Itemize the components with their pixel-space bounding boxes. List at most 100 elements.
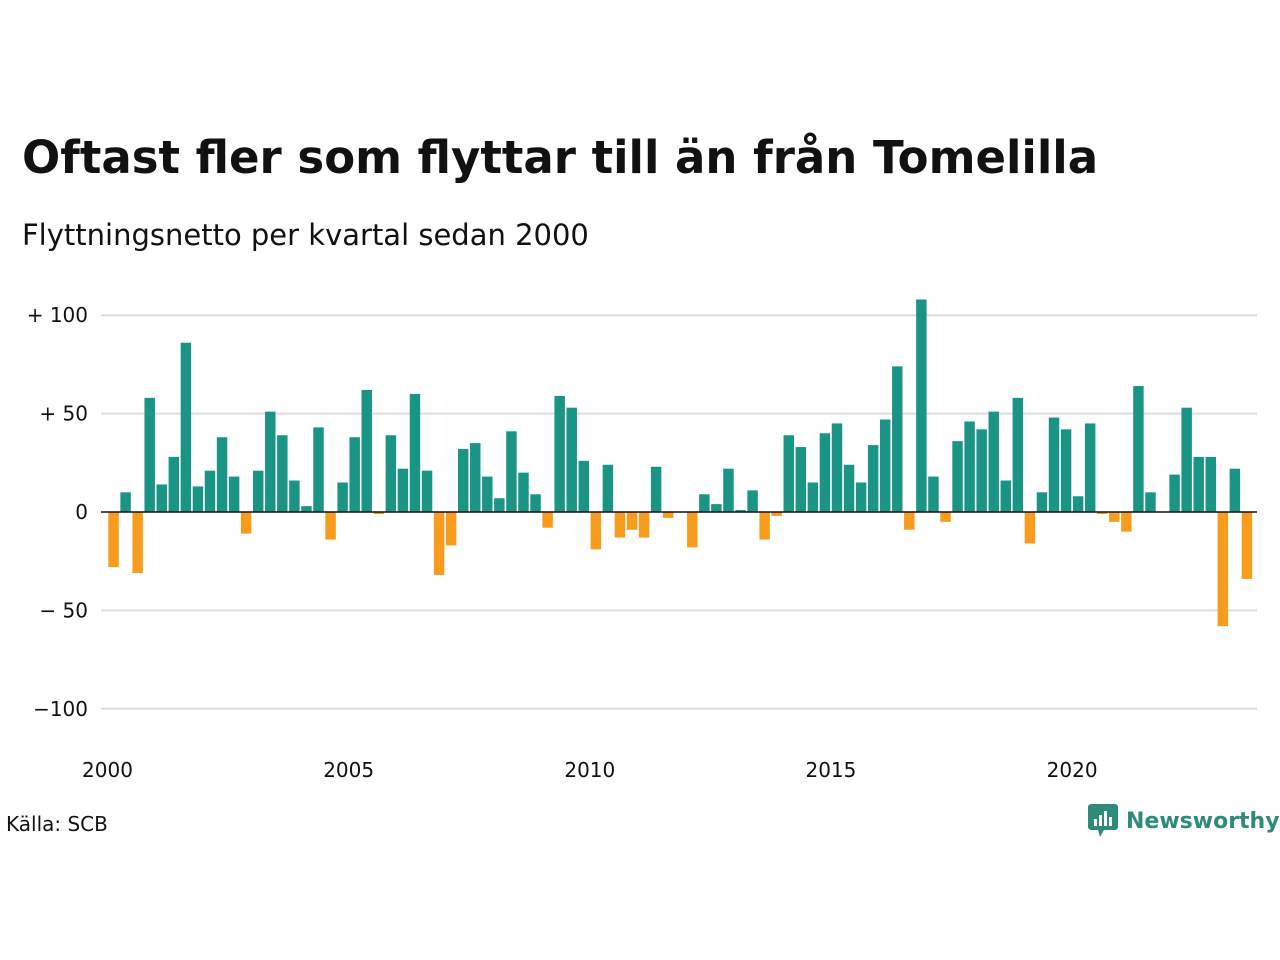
bar-2022-q4 — [1205, 456, 1216, 512]
y-tick-label: + 100 — [27, 303, 88, 327]
bar-2010-q1 — [590, 512, 602, 550]
bar-2003-q1 — [252, 470, 264, 512]
bar-2023-q1 — [1217, 512, 1229, 627]
bar-2012-q4 — [723, 468, 734, 512]
bar-2016-q1 — [879, 419, 891, 512]
bar-2020-q1 — [1072, 496, 1084, 512]
bar-2015-q4 — [867, 445, 879, 512]
bar-2007-q3 — [470, 443, 481, 512]
bar-2006-q2 — [409, 393, 421, 512]
bar-2009-q2 — [554, 395, 565, 512]
bar-2000-q1 — [108, 512, 119, 568]
bar-2012-q1 — [687, 512, 698, 548]
bar-2006-q4 — [433, 512, 445, 575]
bar-2016-q4 — [916, 299, 927, 512]
bar-2010-q3 — [614, 512, 626, 538]
bar-2013-q3 — [759, 512, 770, 540]
bar-2003-q2 — [265, 411, 276, 512]
bar-2021-q3 — [1145, 492, 1156, 512]
bar-2018-q3 — [1000, 480, 1012, 512]
bar-2020-q2 — [1084, 423, 1096, 512]
bar-2003-q3 — [277, 435, 288, 512]
bar-2021-q2 — [1133, 386, 1144, 512]
bar-2004-q2 — [313, 427, 324, 512]
bar-2007-q2 — [457, 449, 469, 512]
bar-2002-q3 — [228, 476, 240, 512]
bar-2016-q2 — [892, 366, 903, 512]
x-tick-label: 2010 — [564, 758, 615, 782]
chart-subtitle: Flyttningsnetto per kvartal sedan 2000 — [22, 218, 589, 252]
bar-2022-q1 — [1169, 474, 1180, 512]
bar-2020-q3 — [1097, 512, 1108, 514]
bar-2001-q4 — [192, 486, 204, 512]
bar-2006-q3 — [421, 470, 433, 512]
bar-2010-q4 — [626, 512, 638, 530]
bar-2004-q3 — [325, 512, 336, 540]
bar-2004-q1 — [301, 506, 312, 512]
bar-2005-q2 — [361, 389, 372, 512]
bar-2013-q4 — [771, 512, 782, 516]
bar-2019-q4 — [1060, 429, 1072, 512]
bar-2008-q2 — [506, 431, 517, 512]
bar-2001-q3 — [180, 342, 192, 512]
bar-2019-q1 — [1024, 512, 1036, 544]
bar-2005-q3 — [373, 512, 385, 514]
bar-2004-q4 — [337, 482, 348, 512]
bar-2011-q3 — [662, 512, 674, 518]
source-note: Källa: SCB — [6, 812, 108, 836]
x-tick-label: 2000 — [82, 758, 133, 782]
bar-2017-q4 — [964, 421, 975, 512]
bar-2011-q2 — [650, 466, 662, 512]
bar-2015-q1 — [831, 423, 843, 512]
bar-2006-q1 — [397, 468, 409, 512]
bar-2008-q3 — [518, 472, 529, 512]
bar-2020-q4 — [1109, 512, 1120, 522]
bar-2019-q3 — [1048, 417, 1060, 512]
bar-2002-q4 — [240, 512, 252, 534]
bar-2023-q3 — [1241, 512, 1253, 579]
bar-2019-q2 — [1036, 492, 1048, 512]
y-axis-ticks: + 100 + 50 0 − 50 −100 — [27, 303, 88, 721]
bar-2017-q1 — [928, 476, 939, 512]
bar-2018-q1 — [976, 429, 987, 512]
bar-2022-q2 — [1181, 407, 1192, 512]
bar-2017-q2 — [940, 512, 951, 522]
y-tick-label: + 50 — [39, 402, 88, 426]
bar-2010-q2 — [602, 464, 614, 512]
x-axis-ticks: 2000 2005 2010 2015 2020 — [82, 758, 1098, 782]
bar-2018-q2 — [988, 411, 999, 512]
bar-2022-q3 — [1193, 456, 1204, 512]
bar-2014-q4 — [819, 433, 831, 512]
bar-2014-q1 — [783, 435, 794, 512]
bar-2013-q2 — [747, 490, 758, 512]
bar-2001-q1 — [156, 484, 167, 512]
bar-2007-q4 — [482, 476, 493, 512]
bar-2000-q4 — [144, 397, 155, 512]
bar-2012-q2 — [699, 494, 710, 512]
brand-logo[interactable]: Newsworthy — [1088, 804, 1280, 838]
y-tick-label: −100 — [33, 697, 88, 721]
bar-2000-q3 — [132, 512, 143, 574]
chart-title: Oftast fler som flyttar till än från Tom… — [22, 131, 1099, 184]
bar-2021-q1 — [1121, 512, 1132, 532]
x-tick-label: 2005 — [323, 758, 374, 782]
bar-2005-q4 — [385, 435, 397, 512]
bar-2017-q3 — [952, 441, 963, 512]
bars — [108, 299, 1253, 627]
bar-2000-q2 — [120, 492, 131, 512]
bar-2013-q1 — [735, 510, 746, 512]
bar-2011-q1 — [638, 512, 650, 538]
bar-2005-q1 — [349, 437, 360, 512]
y-tick-label: − 50 — [39, 598, 88, 622]
y-tick-label: 0 — [75, 500, 88, 524]
bar-2009-q4 — [578, 460, 589, 512]
bar-2015-q3 — [855, 482, 867, 512]
bar-2001-q2 — [168, 456, 180, 512]
bar-2023-q2 — [1229, 468, 1241, 512]
grid-lines — [101, 314, 1257, 710]
bar-2008-q1 — [494, 498, 505, 512]
brand-name: Newsworthy — [1126, 808, 1280, 834]
bar-2008-q4 — [530, 494, 541, 512]
x-tick-label: 2020 — [1047, 758, 1098, 782]
